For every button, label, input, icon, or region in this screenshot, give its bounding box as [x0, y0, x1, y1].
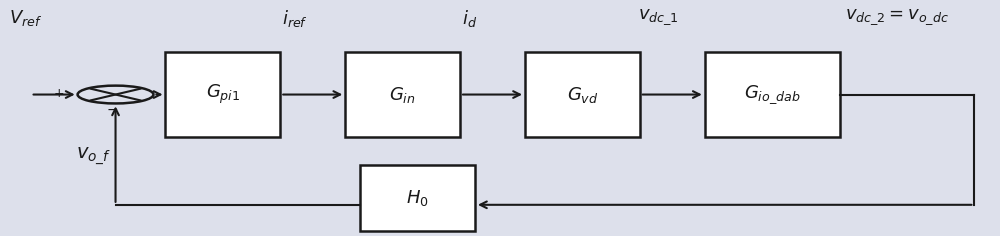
Text: $H_0$: $H_0$: [406, 188, 429, 208]
Circle shape: [78, 86, 153, 103]
Bar: [525, 52, 640, 137]
Text: $+$: $+$: [53, 87, 64, 100]
Text: $i_d$: $i_d$: [462, 8, 477, 29]
Text: $-$: $-$: [106, 102, 118, 116]
Text: $G_{in}$: $G_{in}$: [389, 84, 416, 105]
Text: $v_{dc\_1}$: $v_{dc\_1}$: [638, 8, 679, 27]
Text: $G_{vd}$: $G_{vd}$: [567, 84, 598, 105]
Bar: [360, 165, 475, 231]
Text: $v_{o\_f}$: $v_{o\_f}$: [76, 146, 111, 167]
Text: $V_{ref}$: $V_{ref}$: [9, 8, 42, 28]
Text: $G_{io\_dab}$: $G_{io\_dab}$: [744, 83, 800, 106]
Bar: [705, 52, 840, 137]
Bar: [345, 52, 460, 137]
Bar: [165, 52, 280, 137]
Text: $v_{dc\_2} = v_{o\_dc}$: $v_{dc\_2} = v_{o\_dc}$: [845, 8, 948, 27]
Text: $i_{ref}$: $i_{ref}$: [282, 8, 308, 29]
Text: $G_{pi1}$: $G_{pi1}$: [206, 83, 240, 106]
